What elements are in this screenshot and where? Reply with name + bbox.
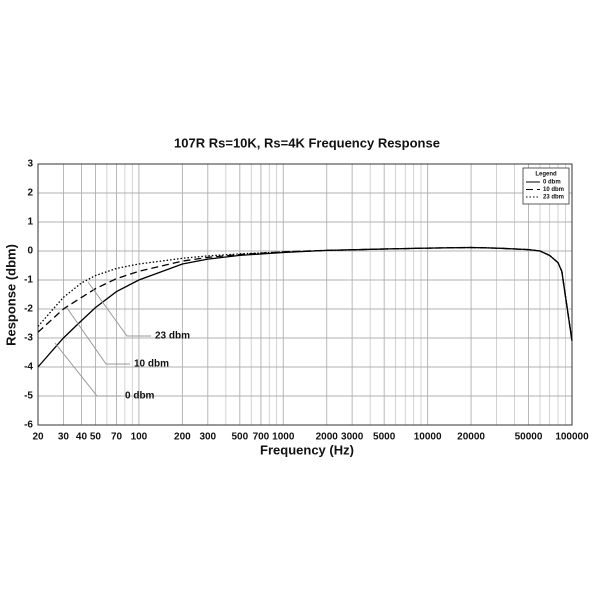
leader-line bbox=[54, 342, 121, 397]
legend-label: 10 dbm bbox=[543, 187, 564, 193]
x-tick-label: 3000 bbox=[341, 432, 364, 443]
x-tick-label: 100000 bbox=[555, 432, 589, 443]
x-tick-label: 700 bbox=[253, 432, 270, 443]
x-tick-label: 50000 bbox=[515, 432, 543, 443]
x-tick-label: 50 bbox=[90, 432, 102, 443]
y-tick-label: 3 bbox=[27, 159, 33, 170]
annotation: 0 dbm bbox=[125, 391, 155, 402]
x-tick-label: 30 bbox=[58, 432, 70, 443]
y-tick-label: -4 bbox=[24, 362, 33, 373]
x-tick-label: 1000 bbox=[272, 432, 295, 443]
chart-title: 107R Rs=10K, Rs=4K Frequency Response bbox=[174, 135, 440, 150]
series-line bbox=[37, 246, 573, 341]
y-tick-label: 2 bbox=[27, 188, 33, 199]
x-tick-label: 20 bbox=[32, 432, 44, 443]
x-tick-label: 20000 bbox=[457, 432, 485, 443]
y-tick-label: 1 bbox=[27, 217, 33, 228]
x-tick-label: 40 bbox=[76, 432, 88, 443]
x-tick-label: 5000 bbox=[373, 432, 396, 443]
x-tick-label: 2000 bbox=[316, 432, 339, 443]
legend-title: Legend bbox=[535, 172, 557, 178]
x-axis-label: Frequency (Hz) bbox=[260, 442, 354, 457]
annotation: 23 dbm bbox=[155, 331, 190, 342]
y-tick-label: 0 bbox=[27, 246, 33, 257]
x-tick-label: 100 bbox=[131, 432, 148, 443]
series-line bbox=[37, 246, 573, 341]
y-tick-label: -6 bbox=[24, 420, 33, 431]
x-tick-label: 300 bbox=[199, 432, 216, 443]
leader-line bbox=[87, 281, 151, 337]
plot-frame bbox=[37, 163, 573, 426]
x-tick-label: 70 bbox=[111, 432, 123, 443]
x-tick-label: 200 bbox=[174, 432, 191, 443]
y-tick-label: -5 bbox=[24, 391, 33, 402]
x-tick-label: 500 bbox=[231, 432, 248, 443]
y-axis-label: Response (dbm) bbox=[3, 244, 18, 346]
legend-label: 0 dbm bbox=[543, 180, 561, 186]
legend-label: 23 dbm bbox=[543, 195, 564, 201]
y-tick-label: -2 bbox=[24, 304, 33, 315]
series-line bbox=[37, 246, 573, 368]
y-tick-label: -1 bbox=[24, 275, 33, 286]
x-tick-label: 10000 bbox=[414, 432, 442, 443]
legend-box bbox=[522, 167, 570, 205]
y-tick-label: -3 bbox=[24, 333, 33, 344]
leader-line bbox=[66, 307, 130, 365]
annotation: 10 dbm bbox=[134, 359, 169, 370]
